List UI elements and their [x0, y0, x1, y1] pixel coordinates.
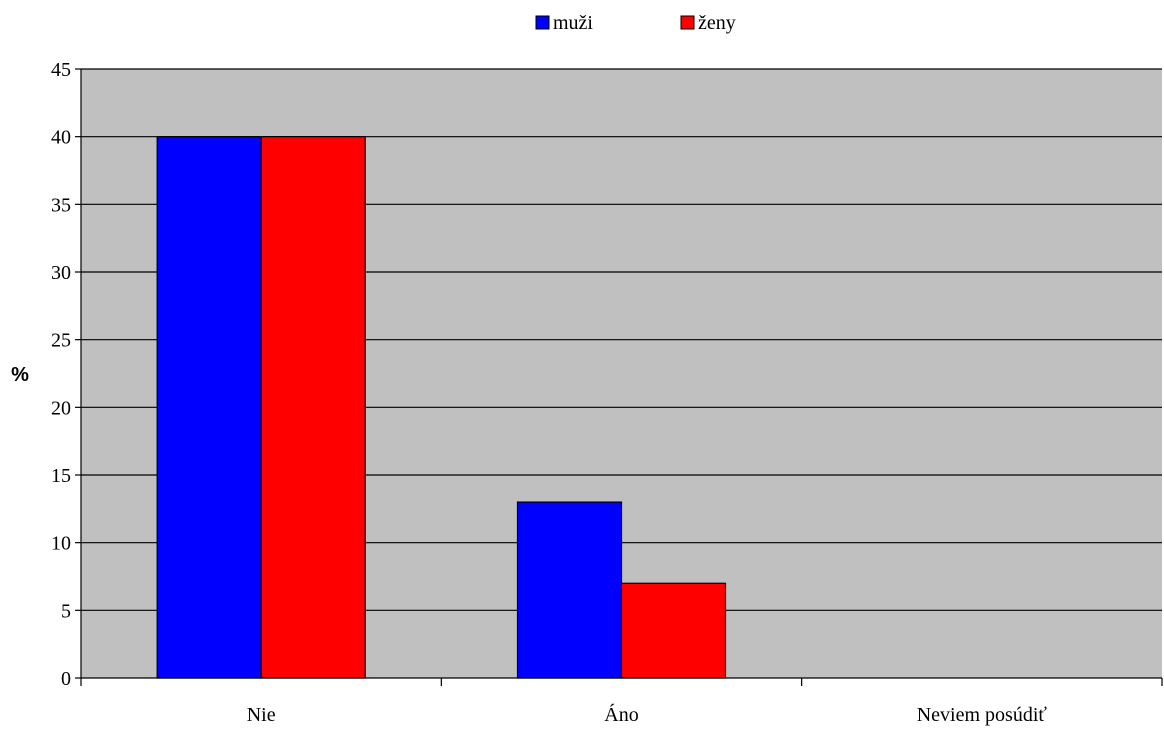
y-tick-label: 20: [51, 397, 71, 419]
bar: [620, 582, 727, 679]
legend-swatch-zeny: [680, 15, 695, 30]
bar: [260, 136, 366, 679]
legend-label-muzi: muži: [553, 12, 593, 34]
x-tick-label: Áno: [604, 703, 638, 726]
x-axis-ticks: Nie Áno Neviem posúdiť: [80, 678, 1163, 726]
y-tick-label: 5: [61, 600, 71, 622]
y-tick-label: 35: [51, 194, 71, 216]
legend-swatch-muzi: [535, 15, 550, 30]
y-tick-label: 40: [51, 127, 71, 149]
y-axis-ticks: 0 5 10 15 20 25 30 35 40 45: [51, 59, 81, 690]
x-tick-label: Nie: [247, 704, 276, 726]
bars: [156, 136, 727, 679]
legend-label-zeny: ženy: [698, 12, 736, 34]
legend: muži ženy: [535, 12, 736, 34]
y-tick-label: 10: [51, 533, 71, 555]
y-tick-label: 15: [51, 465, 71, 487]
y-tick-label: 30: [51, 262, 71, 284]
y-axis-label: %: [11, 364, 29, 386]
y-tick-label: 0: [61, 668, 71, 690]
y-tick-label: 45: [51, 59, 71, 81]
bar: [156, 136, 262, 679]
bar: [516, 501, 623, 679]
x-tick-label: Neviem posúdiť: [917, 704, 1048, 726]
y-tick-label: 25: [51, 330, 71, 352]
